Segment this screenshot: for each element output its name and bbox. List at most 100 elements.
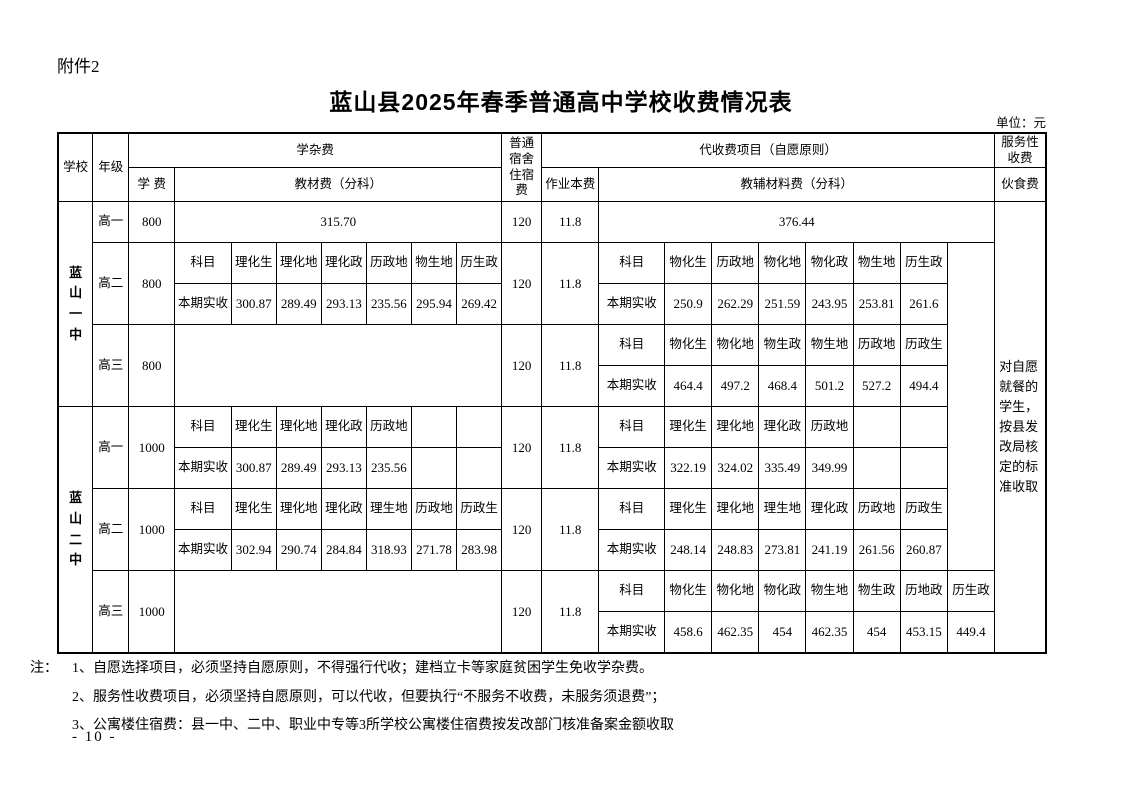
subject-cell: 物化政 <box>758 570 807 613</box>
subject-label: 科目 <box>598 324 666 367</box>
value-cell: 271.78 <box>410 529 458 572</box>
attachment-label: 附件2 <box>57 57 100 76</box>
value-cell: 497.2 <box>711 365 760 408</box>
subject-cell: 理化政 <box>320 488 367 531</box>
value-cell: 251.59 <box>758 283 807 326</box>
value-cell: 453.15 <box>899 611 948 654</box>
subject-cell <box>899 406 948 449</box>
header-collection-items: 代收费项目（自愿原则） <box>541 132 996 169</box>
value-cell: 269.42 <box>456 283 503 326</box>
grade-cell: 高三 <box>92 324 130 408</box>
subject-label: 科目 <box>174 406 232 449</box>
value-cell: 322.19 <box>664 447 713 490</box>
dorm-fee-cell: 120 <box>501 324 543 408</box>
subject-cell: 历地政 <box>899 570 948 613</box>
subject-cell: 理化生 <box>664 406 713 449</box>
subject-cell: 理化地 <box>275 242 322 285</box>
value-cell: 335.49 <box>758 447 807 490</box>
dorm-fee-cell: 120 <box>501 201 543 244</box>
note-text: 3、公寓楼住宿费：县一中、二中、职业中专等3所学校公寓楼住宿费按发改部门核准备案… <box>72 718 674 733</box>
received-label: 本期实收 <box>174 447 232 490</box>
empty-cell <box>174 324 503 408</box>
subject-cell: 理生地 <box>365 488 412 531</box>
subject-cell: 历政生 <box>899 488 948 531</box>
subject-cell: 历政地 <box>365 242 412 285</box>
value-cell: 300.87 <box>230 447 277 490</box>
value-cell: 248.83 <box>711 529 760 572</box>
workbook-fee-cell: 11.8 <box>541 406 600 490</box>
header-tuition: 学 费 <box>128 167 176 203</box>
subject-cell: 物化地 <box>758 242 807 285</box>
subject-cell: 理化地 <box>275 488 322 531</box>
received-label: 本期实收 <box>174 529 232 572</box>
note-line: 3、公寓楼住宿费：县一中、二中、职业中专等3所学校公寓楼住宿费按发改部门核准备案… <box>30 712 674 741</box>
subject-cell: 历政地 <box>365 406 412 449</box>
header-textbook-fee: 教材费（分科） <box>174 167 503 203</box>
note-text: 1、自愿选择项目，必须坚持自愿原则，不得强行代收；建档立卡等家庭贫困学生免收学杂… <box>72 661 653 676</box>
unit-label: 单位：元 <box>995 116 1046 130</box>
subject-label: 科目 <box>598 406 666 449</box>
subject-cell: 物生地 <box>410 242 458 285</box>
value-cell: 260.87 <box>899 529 948 572</box>
value-cell: 300.87 <box>230 283 277 326</box>
subject-cell: 理化生 <box>230 406 277 449</box>
value-cell: 235.56 <box>365 447 412 490</box>
subject-cell: 理化地 <box>711 488 760 531</box>
subject-label: 科目 <box>598 242 666 285</box>
aux-total: 376.44 <box>598 201 996 244</box>
tuition-cell: 800 <box>128 201 176 244</box>
note-prefix: 注： <box>30 661 58 676</box>
value-cell: 468.4 <box>758 365 807 408</box>
note-line: 注： 1、自愿选择项目，必须坚持自愿原则，不得强行代收；建档立卡等家庭贫困学生免… <box>30 655 674 684</box>
tuition-cell: 1000 <box>128 406 176 490</box>
value-cell: 243.95 <box>805 283 854 326</box>
value-cell: 250.9 <box>664 283 713 326</box>
grade-cell: 高一 <box>92 406 130 490</box>
header-grade: 年级 <box>92 132 130 203</box>
header-service-fee: 服务性收费 <box>994 132 1047 169</box>
value-cell: 494.4 <box>899 365 948 408</box>
value-cell: 293.13 <box>320 447 367 490</box>
value-cell: 501.2 <box>805 365 854 408</box>
subject-cell: 物生地 <box>852 242 901 285</box>
subject-cell: 历政地 <box>852 488 901 531</box>
subject-cell: 物生政 <box>852 570 901 613</box>
value-cell: 261.6 <box>899 283 948 326</box>
subject-cell: 物化政 <box>805 242 854 285</box>
school-name: 蓝山二中 <box>57 406 94 654</box>
subject-cell: 历政地 <box>852 324 901 367</box>
subject-cell: 历生政 <box>946 570 996 613</box>
subject-label: 科目 <box>174 488 232 531</box>
value-cell: 289.49 <box>275 447 322 490</box>
value-cell: 458.6 <box>664 611 713 654</box>
subject-cell: 理化地 <box>275 406 322 449</box>
value-cell: 261.56 <box>852 529 901 572</box>
value-cell: 464.4 <box>664 365 713 408</box>
value-cell: 449.4 <box>946 611 996 654</box>
value-cell: 284.84 <box>320 529 367 572</box>
value-cell: 248.14 <box>664 529 713 572</box>
value-cell: 454 <box>758 611 807 654</box>
subject-cell: 物化生 <box>664 242 713 285</box>
value-cell: 324.02 <box>711 447 760 490</box>
subject-cell: 历政生 <box>456 488 503 531</box>
subject-label: 科目 <box>598 488 666 531</box>
received-label: 本期实收 <box>598 611 666 654</box>
subject-cell: 理化政 <box>805 488 854 531</box>
workbook-fee-cell: 11.8 <box>541 488 600 572</box>
tuition-cell: 800 <box>128 242 176 326</box>
received-label: 本期实收 <box>174 283 232 326</box>
value-cell: 293.13 <box>320 283 367 326</box>
subject-cell <box>410 406 458 449</box>
subject-cell: 理化政 <box>758 406 807 449</box>
value-cell: 241.19 <box>805 529 854 572</box>
note-prefix <box>30 684 72 713</box>
received-label: 本期实收 <box>598 283 666 326</box>
subject-cell: 物化生 <box>664 570 713 613</box>
subject-cell: 历生政 <box>456 242 503 285</box>
textbook-total: 315.70 <box>174 201 503 244</box>
subject-label: 科目 <box>174 242 232 285</box>
workbook-fee-cell: 11.8 <box>541 324 600 408</box>
page-number: - 10 - <box>72 729 117 745</box>
